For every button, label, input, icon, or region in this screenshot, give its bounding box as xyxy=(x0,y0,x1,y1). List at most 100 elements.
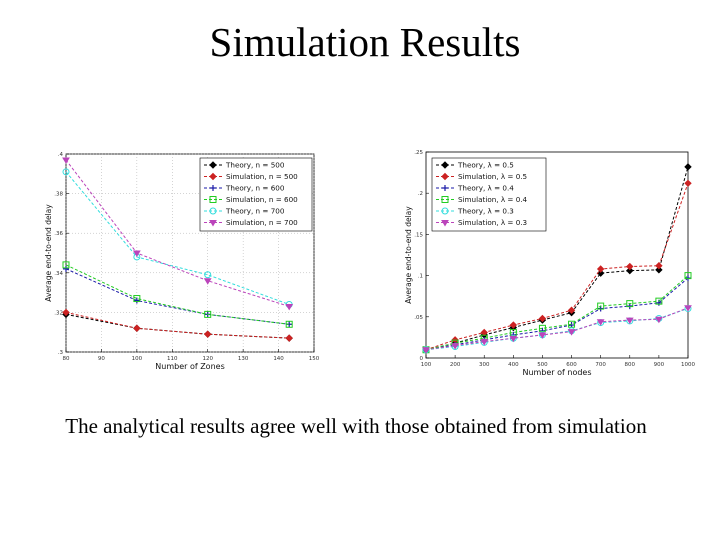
x-axis-label: Number of nodes xyxy=(522,368,591,377)
y-tick-label: .36 xyxy=(54,231,63,237)
data-point xyxy=(509,321,518,329)
legend-entry: Theory, λ = 0.3 xyxy=(457,207,514,216)
legend-box xyxy=(199,157,313,232)
x-tick-label: 700 xyxy=(595,362,606,368)
data-point xyxy=(62,168,70,176)
legend-entry: Simulation, n = 500 xyxy=(226,172,298,181)
x-tick-label: 110 xyxy=(167,356,178,362)
legend-marker xyxy=(441,161,449,169)
y-tick-label: .1 xyxy=(418,274,423,280)
x-tick-label: 1000 xyxy=(681,362,695,368)
legend-marker xyxy=(441,207,449,215)
x-tick-label: 300 xyxy=(479,362,490,368)
data-point xyxy=(285,334,293,342)
x-tick-label: 100 xyxy=(421,362,432,368)
y-tick-label: .2 xyxy=(418,191,423,197)
data-point xyxy=(480,339,489,346)
legend-entry: Simulation, λ = 0.5 xyxy=(458,172,527,181)
x-tick-label: 150 xyxy=(309,356,320,362)
nodes-delay-chart: 100 200 300 400 500 600 700 800 900 1000 0 .05 .1 .15… xyxy=(404,150,695,377)
data-point xyxy=(509,335,518,343)
legend-marker xyxy=(210,185,216,191)
x-tick-label: 600 xyxy=(566,362,577,368)
y-axis-label: Average end-to-end delay xyxy=(44,204,53,302)
series-6 xyxy=(62,157,294,311)
series-line xyxy=(425,307,689,351)
legend-entry: Theory, λ = 0.4 xyxy=(457,184,514,193)
legend-marker xyxy=(209,161,217,169)
series-2 xyxy=(62,308,293,342)
legend-entry: Simulation, n = 700 xyxy=(226,218,298,227)
data-point xyxy=(285,320,293,328)
legend-entry: Theory, λ = 0.5 xyxy=(457,161,514,170)
data-point xyxy=(684,305,692,312)
data-point xyxy=(626,300,634,308)
data-point xyxy=(538,332,547,339)
x-tick-label: 90 xyxy=(98,356,105,362)
y-tick-label: .32 xyxy=(54,310,63,316)
data-point xyxy=(204,330,212,338)
legend-marker xyxy=(441,196,449,203)
legend-marker xyxy=(209,172,217,181)
legend-entry: Theory, n = 700 xyxy=(225,207,285,216)
slide-caption: The analytical results agree well with t… xyxy=(65,414,647,438)
legend-marker xyxy=(442,185,448,191)
data-point xyxy=(655,266,663,274)
data-point xyxy=(568,320,576,328)
legend-entry: Theory, n = 500 xyxy=(225,161,285,170)
series-line xyxy=(425,275,689,351)
series-line xyxy=(65,264,290,325)
x-tick-label: 200 xyxy=(450,362,461,368)
data-point xyxy=(133,324,141,332)
data-point xyxy=(626,262,634,271)
data-point xyxy=(132,250,141,257)
data-point xyxy=(204,271,212,279)
data-point xyxy=(204,310,212,318)
legend-entry: Simulation, λ = 0.4 xyxy=(458,195,528,204)
data-point xyxy=(625,317,634,325)
slide-title: Simulation Results xyxy=(209,19,521,65)
x-axis-label: Number of Zones xyxy=(155,362,224,371)
data-point xyxy=(684,272,692,280)
x-tick-label: 120 xyxy=(202,356,213,362)
y-tick-label: .4 xyxy=(58,152,64,158)
y-tick-label: .3 xyxy=(58,350,64,356)
y-tick-label: .05 xyxy=(414,315,423,321)
series-line xyxy=(425,166,689,351)
data-point xyxy=(63,265,69,272)
data-point xyxy=(596,319,605,326)
legend-entry: Theory, n = 600 xyxy=(225,184,285,193)
y-tick-label: 0 xyxy=(420,356,424,362)
legend-entry: Simulation, n = 600 xyxy=(226,195,298,204)
data-point xyxy=(133,295,141,303)
data-point xyxy=(133,297,140,304)
data-point xyxy=(422,347,430,354)
legend-box xyxy=(431,157,547,232)
series-line xyxy=(65,159,290,307)
data-point xyxy=(684,163,692,171)
series-line xyxy=(65,311,290,339)
data-point xyxy=(655,262,663,270)
data-point xyxy=(567,329,576,336)
x-tick-label: 80 xyxy=(63,356,70,362)
x-tick-label: 900 xyxy=(654,362,665,368)
legend-marker xyxy=(209,207,217,215)
series-line xyxy=(65,313,290,339)
legend-marker xyxy=(441,172,449,181)
y-tick-label: .34 xyxy=(54,271,63,277)
data-point xyxy=(62,157,70,164)
y-tick-label: .38 xyxy=(54,192,63,198)
data-point xyxy=(567,306,576,314)
series-line xyxy=(425,183,689,351)
data-point xyxy=(538,324,546,332)
data-point xyxy=(451,343,459,350)
data-point xyxy=(685,275,691,282)
x-tick-label: 500 xyxy=(537,362,548,368)
data-point xyxy=(684,179,692,188)
legend: Theory, λ = 0.5 Simulation, λ = 0.5 Theory… xyxy=(431,157,547,232)
x-tick-label: 100 xyxy=(132,356,143,362)
series-4 xyxy=(62,261,293,328)
legend-marker xyxy=(209,196,217,203)
data-point xyxy=(596,265,605,273)
x-tick-label: 130 xyxy=(238,356,249,362)
